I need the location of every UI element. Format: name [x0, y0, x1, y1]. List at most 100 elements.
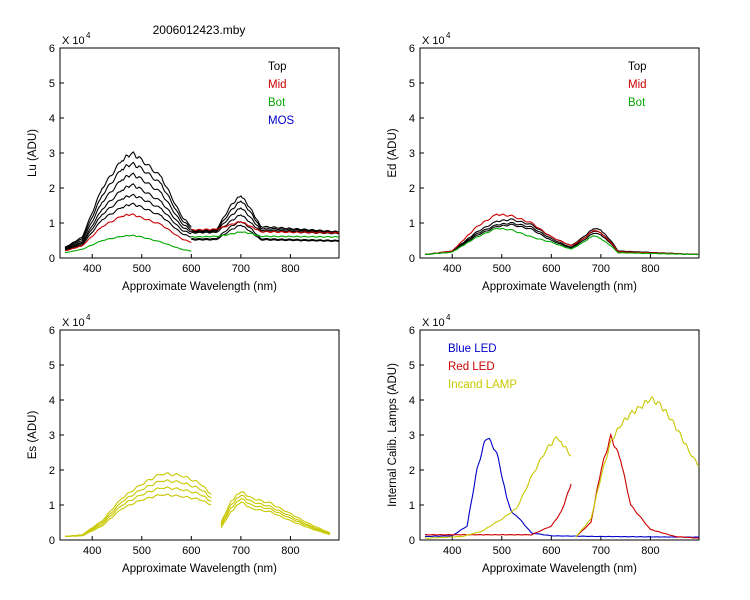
series-line-es — [220, 494, 331, 535]
y-tick-label: 0 — [49, 535, 55, 547]
plot-frame — [59, 329, 340, 541]
x-tick-label: 700 — [592, 263, 610, 275]
y-tick-label: 1 — [49, 218, 55, 230]
series-line-incand-lamp — [575, 395, 699, 537]
plot-area — [64, 472, 331, 538]
y-exponent-power: 4 — [446, 31, 451, 40]
legend-entry: Incand LAMP — [448, 379, 517, 391]
y-axis-label: Lu (ADU) — [27, 129, 39, 177]
y-tick-label: 6 — [49, 43, 55, 55]
y-exponent-label: X 10 — [62, 35, 85, 47]
plot-area — [64, 151, 339, 254]
figure-title: 2006012423.mby — [153, 23, 246, 37]
series-line-es — [64, 472, 212, 537]
y-tick-label: 5 — [409, 78, 415, 90]
x-tick-label: 800 — [281, 263, 299, 275]
series-line-es — [220, 491, 331, 534]
series-line-top — [64, 193, 192, 250]
y-tick-label: 6 — [409, 325, 415, 337]
x-axis-label: Approximate Wavelength (nm) — [122, 563, 277, 575]
series-line-bot — [424, 227, 699, 256]
y-exponent-power: 4 — [446, 313, 451, 322]
series-line-mid — [64, 213, 192, 252]
series-line-top — [64, 183, 192, 249]
y-tick-label: 0 — [409, 535, 415, 547]
x-tick-label: 500 — [133, 263, 151, 275]
x-tick-label: 800 — [281, 545, 299, 557]
y-tick-label: 6 — [409, 43, 415, 55]
series-line-top — [191, 195, 339, 233]
y-axis-label: Ed (ADU) — [387, 128, 399, 177]
x-tick-label: 800 — [641, 545, 659, 557]
legend-entry: Bot — [268, 97, 286, 109]
y-tick-label: 0 — [49, 253, 55, 265]
series-line-bot — [191, 231, 339, 238]
y-tick-label: 1 — [409, 218, 415, 230]
series-line-top — [191, 221, 339, 242]
x-axis-label: Approximate Wavelength (nm) — [482, 281, 637, 293]
y-tick-label: 4 — [409, 395, 415, 407]
series-line-red-led — [575, 432, 699, 539]
legend-entry: Mid — [268, 79, 287, 91]
x-tick-label: 700 — [232, 545, 250, 557]
plot-frame — [419, 47, 700, 259]
series-line-bot — [64, 234, 192, 254]
legend-entry: Top — [628, 61, 647, 73]
legend-entry: Top — [268, 61, 287, 73]
y-tick-label: 2 — [409, 183, 415, 195]
series-line-es — [64, 479, 212, 537]
y-axis-label: Es (ADU) — [27, 411, 39, 460]
x-axis-label: Approximate Wavelength (nm) — [482, 563, 637, 575]
series-line-top — [64, 161, 192, 248]
y-exponent-label: X 10 — [422, 35, 445, 47]
y-tick-label: 3 — [409, 148, 415, 160]
y-tick-label: 2 — [409, 465, 415, 477]
y-tick-label: 0 — [409, 253, 415, 265]
y-tick-label: 4 — [409, 113, 415, 125]
plot-area — [424, 213, 699, 256]
series-line-top — [424, 221, 699, 256]
y-tick-label: 4 — [49, 395, 55, 407]
x-tick-label: 800 — [641, 263, 659, 275]
y-tick-label: 2 — [49, 183, 55, 195]
legend-entry: Blue LED — [448, 343, 497, 355]
y-tick-label: 4 — [49, 113, 55, 125]
y-exponent-power: 4 — [86, 313, 91, 322]
x-tick-label: 600 — [182, 545, 200, 557]
series-line-es — [220, 498, 331, 535]
x-tick-label: 500 — [493, 263, 511, 275]
y-tick-label: 5 — [49, 78, 55, 90]
y-exponent-label: X 10 — [62, 317, 85, 329]
x-tick-label: 600 — [542, 263, 560, 275]
x-axis-label: Approximate Wavelength (nm) — [122, 281, 277, 293]
x-tick-label: 600 — [182, 263, 200, 275]
x-tick-label: 400 — [443, 545, 461, 557]
x-tick-label: 400 — [83, 263, 101, 275]
x-tick-label: 600 — [542, 545, 560, 557]
y-tick-label: 5 — [409, 360, 415, 372]
legend-entry: Mid — [628, 79, 647, 91]
y-tick-label: 1 — [49, 500, 55, 512]
series-line-red-led — [425, 483, 572, 536]
y-tick-label: 3 — [49, 148, 55, 160]
series-line-mid — [424, 213, 699, 256]
series-line-incand-lamp — [425, 436, 572, 539]
series-line-mid — [191, 221, 339, 234]
x-tick-label: 700 — [232, 263, 250, 275]
legend-entry: MOS — [268, 115, 295, 127]
y-exponent-label: X 10 — [422, 317, 445, 329]
y-tick-label: 3 — [409, 430, 415, 442]
series-line-top — [191, 224, 339, 242]
y-tick-label: 2 — [49, 465, 55, 477]
legend-entry: Red LED — [448, 361, 495, 373]
x-tick-label: 400 — [443, 263, 461, 275]
y-tick-label: 5 — [49, 360, 55, 372]
y-axis-label: Internal Calib. Lamps (ADU) — [387, 363, 399, 507]
series-line-top — [64, 202, 192, 251]
y-tick-label: 3 — [49, 430, 55, 442]
